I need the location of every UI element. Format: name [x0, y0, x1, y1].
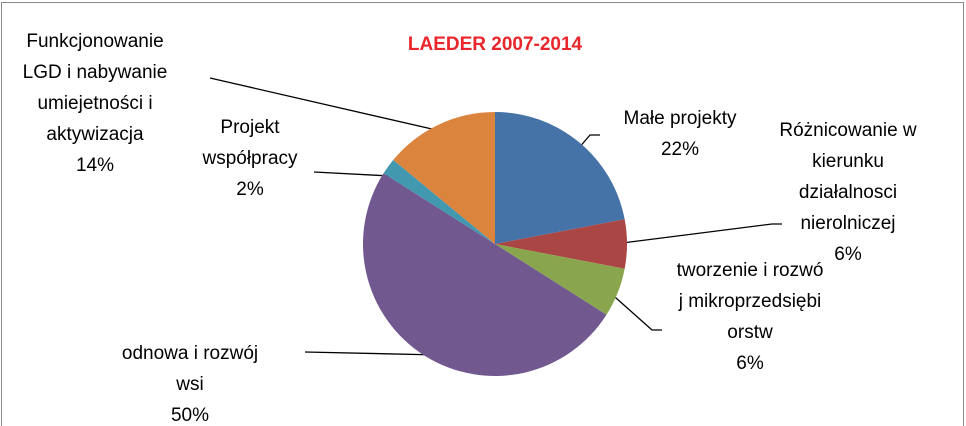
pie-slice — [363, 173, 607, 377]
pie-slice — [383, 159, 495, 244]
slice-label: Małe projekty 22% — [595, 103, 765, 165]
pie-slice — [393, 112, 495, 244]
value-label: 22% — [660, 139, 700, 160]
value-label: 6% — [736, 353, 764, 374]
slice-label: tworzenie i rozwój mikroprzedsiębiorstw 6… — [665, 255, 835, 379]
leader-line — [621, 223, 782, 244]
pie-slice — [495, 244, 625, 315]
value-label: 2% — [236, 179, 264, 200]
slice-label: Różnicowanie w kierunku działalnosci nie… — [768, 115, 928, 270]
category-name: Małe projekty — [623, 108, 737, 129]
category-name: Projekt współpracy — [202, 117, 298, 169]
category-name: Różnicowanie w kierunku działalnosci nie… — [779, 120, 917, 234]
slice-label: Projekt współpracy 2% — [185, 112, 315, 205]
value-label: 6% — [834, 244, 862, 265]
value-label: 50% — [170, 405, 210, 426]
value-label: 14% — [75, 155, 115, 176]
chart-title: LAEDER 2007-2014 — [407, 34, 583, 55]
leader-line — [304, 351, 441, 356]
category-name: tworzenie i rozwój mikroprzedsiębiorstw — [676, 260, 824, 343]
slice-label: Funkcjonowanie LGD i nabywanie umiejetno… — [8, 26, 183, 181]
pie-slice — [495, 112, 625, 244]
leader-line — [606, 289, 662, 331]
category-name: Funkcjonowanie LGD i nabywanie umiejetno… — [22, 31, 168, 145]
leader-lines — [209, 77, 782, 356]
leader-line — [313, 171, 391, 177]
pie-slice — [495, 219, 627, 269]
slice-label: odnowa i rozwój wsi 50% — [115, 338, 265, 426]
leader-line — [209, 77, 446, 133]
pie — [363, 112, 627, 377]
category-name: odnowa i rozwój wsi — [121, 343, 259, 395]
